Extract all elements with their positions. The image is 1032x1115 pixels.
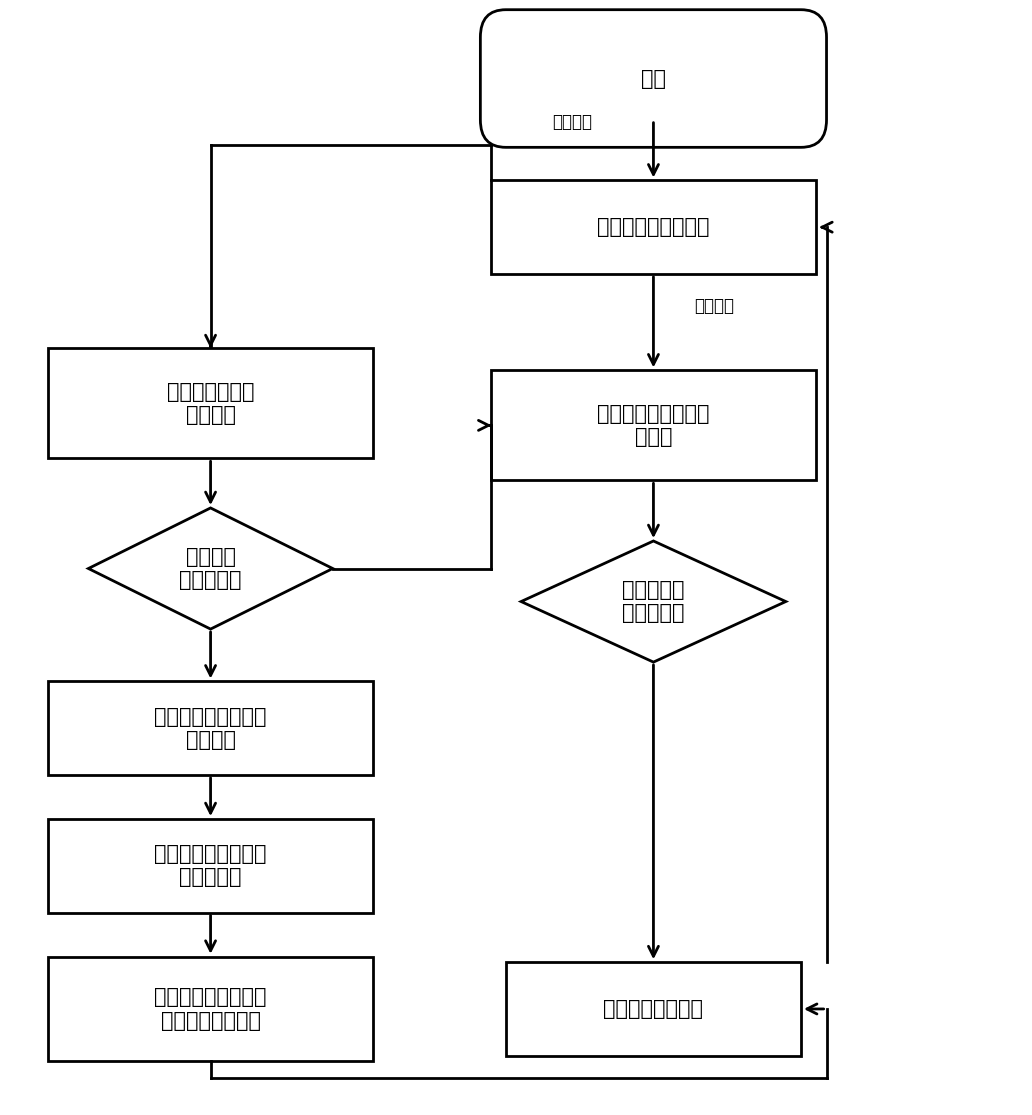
Text: 判定干道
关键交叉口: 判定干道 关键交叉口 [180, 547, 241, 590]
Text: 在系统中设置协调方
案及流量投票权重: 在系统中设置协调方 案及流量投票权重 [155, 988, 267, 1030]
Text: 线圈检测交通流数据: 线圈检测交通流数据 [598, 217, 710, 237]
Bar [47, 820, 374, 912]
Text: 判定实施哪
套协调方案: 判定实施哪 套协调方案 [622, 580, 684, 623]
Text: 计算不同协调策略下
的配时方案: 计算不同协调策略下 的配时方案 [155, 844, 267, 888]
Text: 下发实施协调方案: 下发实施协调方案 [604, 999, 704, 1019]
Bar [47, 681, 374, 775]
Bar [490, 370, 816, 481]
Polygon shape [521, 541, 785, 662]
Text: 计算各套协调方案的
投票値: 计算各套协调方案的 投票値 [598, 404, 710, 447]
Bar [506, 962, 801, 1056]
Bar [47, 957, 374, 1061]
Bar [47, 348, 374, 458]
Text: 开始: 开始 [641, 68, 666, 88]
FancyBboxPatch shape [480, 10, 827, 147]
Polygon shape [89, 508, 332, 629]
Text: 计算各交叉口的
类饥和度: 计算各交叉口的 类饥和度 [167, 381, 254, 425]
Text: 实时数据: 实时数据 [695, 297, 734, 314]
Text: 历史数据: 历史数据 [552, 113, 592, 130]
Bar [490, 181, 816, 274]
Text: 根据关键交叉口确定
协调策略: 根据关键交叉口确定 协调策略 [155, 707, 267, 749]
